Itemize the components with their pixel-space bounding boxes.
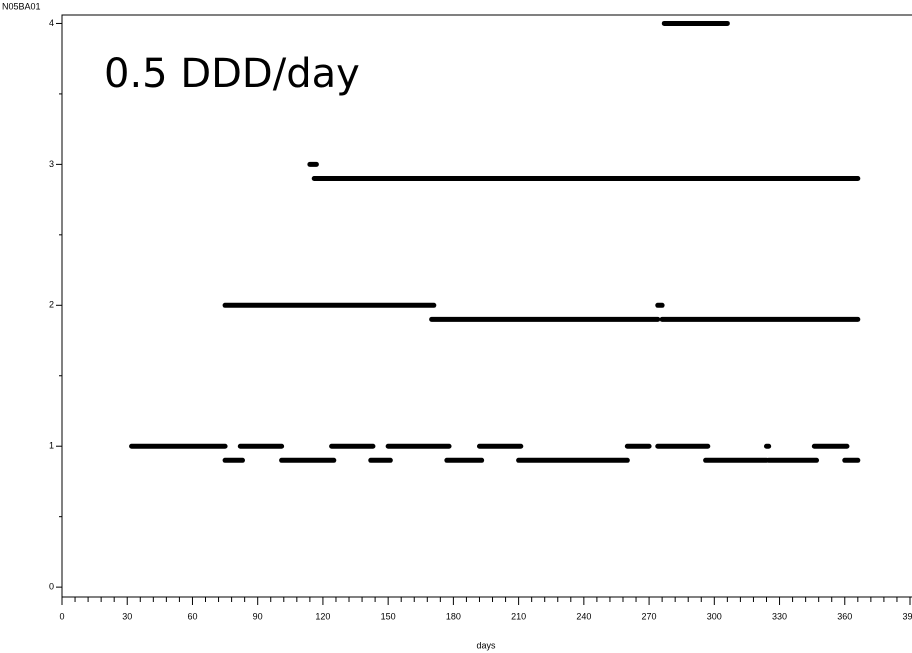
x-tick-label: 390 [902, 611, 912, 621]
y-tick-label: 4 [49, 18, 54, 28]
x-tick-label: 30 [122, 611, 132, 621]
y-tick-label: 3 [49, 159, 54, 169]
y-tick-label: 0 [49, 582, 54, 592]
x-axis-label: days [476, 640, 496, 650]
x-tick-label: 0 [59, 611, 64, 621]
x-tick-label: 210 [511, 611, 526, 621]
x-tick-label: 60 [187, 611, 197, 621]
x-tick-label: 180 [446, 611, 461, 621]
x-tick-label: 240 [576, 611, 591, 621]
x-tick-label: 90 [253, 611, 263, 621]
x-tick-label: 360 [837, 611, 852, 621]
x-tick-label: 270 [642, 611, 657, 621]
y-axis-label: N05BA01 [2, 1, 41, 11]
x-tick-label: 150 [381, 611, 396, 621]
plot-frame [61, 14, 912, 598]
x-tick-label: 120 [315, 611, 330, 621]
x-tick-label: 300 [707, 611, 722, 621]
x-tick-label: 330 [772, 611, 787, 621]
annotation: 0.5 DDD/day [104, 51, 360, 97]
y-tick-label: 2 [49, 300, 54, 310]
y-tick-label: 1 [49, 441, 54, 451]
